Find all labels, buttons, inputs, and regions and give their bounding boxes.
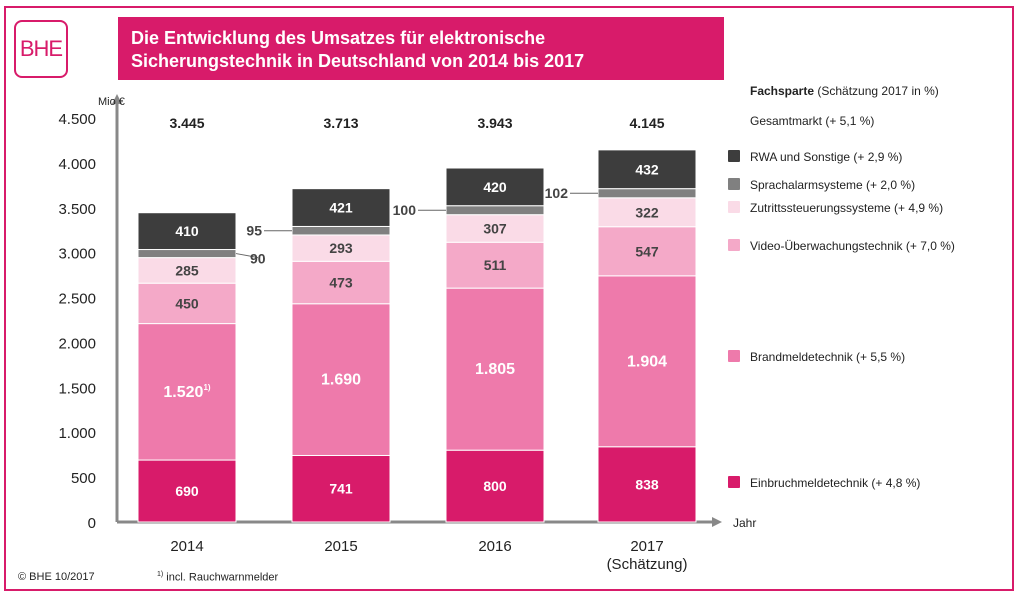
y-axis-label: Mio € xyxy=(98,96,125,108)
bar-value-label: 307 xyxy=(483,220,507,236)
bar-value-label: 1.690 xyxy=(321,372,361,389)
bar-segment xyxy=(597,188,697,199)
legend-label: Zutrittssteuerungssysteme (+ 4,9 %) xyxy=(750,201,943,215)
x-tick-label: 2017 xyxy=(630,538,663,555)
legend-header-rest: (Schätzung 2017 in %) xyxy=(817,84,939,98)
bar-segment xyxy=(445,167,545,207)
y-tick-label: 1.000 xyxy=(58,425,96,442)
bar-segment xyxy=(445,214,545,243)
x-tick-label: 2016 xyxy=(478,538,511,555)
legend-label: RWA und Sonstige (+ 2,9 %) xyxy=(750,150,902,164)
bar-segment xyxy=(291,303,391,456)
legend-swatch xyxy=(728,178,740,190)
bar-segment xyxy=(291,260,391,305)
bar-segment xyxy=(291,454,391,523)
total-label: 3.445 xyxy=(169,115,204,131)
legend-swatch xyxy=(728,150,740,162)
bar-value-label: 511 xyxy=(484,257,507,273)
bar-value-label: 322 xyxy=(635,204,659,220)
legend-label: Sprachalarmsysteme (+ 2,0 %) xyxy=(750,178,915,192)
legend-header-bold: Fachsparte xyxy=(750,84,815,98)
bar-segment xyxy=(445,241,545,289)
legend-label: Video-Überwachungstechnik (+ 7,0 %) xyxy=(750,239,955,253)
legend-swatch xyxy=(728,476,740,488)
frame-border xyxy=(4,6,1014,591)
y-tick-label: 3.000 xyxy=(58,246,96,263)
bar-value-label: 285 xyxy=(175,262,199,278)
footnote: 1) incl. Rauchwarnmelder xyxy=(157,571,278,584)
bhe-logo: BHE xyxy=(14,20,68,78)
bar-segment xyxy=(137,212,237,251)
legend-swatch xyxy=(728,201,740,213)
bar-value-label: 410 xyxy=(175,223,199,239)
bar-segment xyxy=(597,446,697,523)
bar-segment xyxy=(597,226,697,277)
bar-segment xyxy=(137,249,237,259)
bar-segment xyxy=(445,287,545,451)
footnote-ref: 1) xyxy=(203,383,210,392)
bar-value-label: 800 xyxy=(483,478,507,494)
bar-segment xyxy=(137,282,237,325)
legend-total: Gesamtmarkt (+ 5,1 %) xyxy=(750,114,875,128)
y-tick-label: 0 xyxy=(88,515,96,532)
bar-value-label: 95 xyxy=(246,223,262,239)
total-label: 3.943 xyxy=(477,115,512,131)
y-tick-label: 2.000 xyxy=(58,335,96,352)
total-label: 4.145 xyxy=(629,115,664,131)
footnote-mark: 1) xyxy=(157,571,164,578)
bar-value-label: 450 xyxy=(175,295,199,311)
legend-label: Einbruchmeldetechnik (+ 4,8 %) xyxy=(750,476,920,490)
total-label: 3.713 xyxy=(323,115,358,131)
bar-segment xyxy=(291,188,391,227)
x-tick-sublabel: (Schätzung) xyxy=(607,556,688,573)
leader-line xyxy=(235,253,259,259)
bar-value-label: 473 xyxy=(329,275,353,291)
bar-value-label: 102 xyxy=(545,185,569,201)
title-line-1: Die Entwicklung des Umsatzes für elektro… xyxy=(131,28,546,48)
bar-segment xyxy=(291,225,391,236)
bar-value-label: 420 xyxy=(483,179,507,195)
y-tick-label: 500 xyxy=(71,470,96,487)
y-tick-label: 4.500 xyxy=(58,111,96,128)
bar-value-label: 1.904 xyxy=(627,353,667,370)
x-tick-label: 2014 xyxy=(170,538,203,555)
legend-header: Fachsparte (Schätzung 2017 in %) xyxy=(750,84,939,98)
y-tick-label: 3.500 xyxy=(58,201,96,218)
bar-value-label: 741 xyxy=(329,481,353,497)
bar-segment xyxy=(597,275,697,448)
bar-segment xyxy=(137,323,237,461)
bar-value-label: 90 xyxy=(250,251,266,267)
x-tick-label: 2015 xyxy=(324,538,357,555)
bar-segment xyxy=(137,257,237,284)
bar-value-label: 547 xyxy=(635,243,659,259)
y-tick-label: 1.500 xyxy=(58,380,96,397)
bar-value-label: 1.805 xyxy=(475,361,515,378)
bar-value-label: 293 xyxy=(329,240,353,256)
footer-copyright: © BHE 10/2017 xyxy=(18,571,95,583)
y-tick-label: 2.500 xyxy=(58,291,96,308)
bar-value-label: 838 xyxy=(635,476,659,492)
y-tick-label: 4.000 xyxy=(58,156,96,173)
bar-value-label: 690 xyxy=(175,483,199,499)
title-line-2: Sicherungstechnik in Deutschland von 201… xyxy=(131,51,585,71)
legend-swatch xyxy=(728,239,740,251)
bar-value-label: 100 xyxy=(393,202,417,218)
bar-segment xyxy=(597,149,697,190)
chart-title: Die Entwicklung des Umsatzes für elektro… xyxy=(118,17,724,80)
bar-value-label: 432 xyxy=(635,161,659,177)
x-axis-label: Jahr xyxy=(733,516,756,530)
bar-value-label: 1.5201) xyxy=(163,383,210,401)
y-axis-arrow xyxy=(112,94,122,104)
bar-segment xyxy=(445,205,545,216)
x-axis-arrow xyxy=(712,517,722,527)
legend-label: Brandmeldetechnik (+ 5,5 %) xyxy=(750,350,905,364)
bar-value-label: 421 xyxy=(329,200,353,216)
footnote-text: incl. Rauchwarnmelder xyxy=(166,571,279,584)
legend-swatch xyxy=(728,350,740,362)
bar-segment xyxy=(445,449,545,523)
